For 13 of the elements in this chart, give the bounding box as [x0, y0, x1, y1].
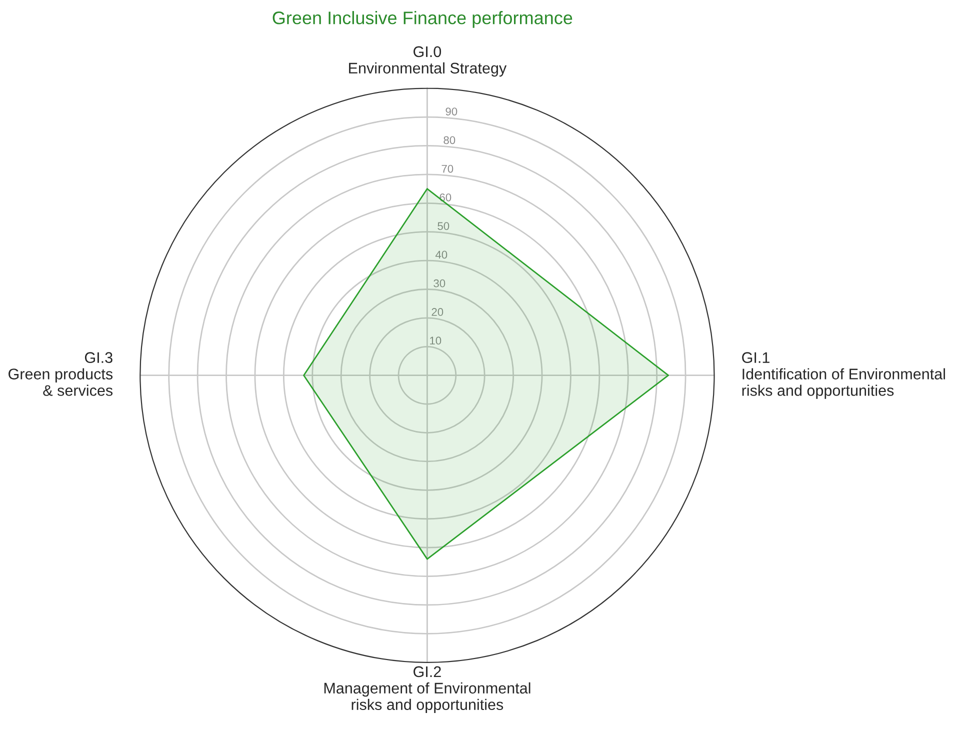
- y-tick-label: 90: [446, 108, 458, 116]
- chart-title: Green Inclusive Finance performance: [272, 11, 572, 28]
- y-tick-label: 70: [442, 164, 454, 173]
- spoke-label: GI.3 Green products & services: [8, 352, 113, 396]
- spoke-label: GI.0 Environmental Strategy: [349, 46, 507, 77]
- y-tick-label: 30: [434, 279, 446, 288]
- y-tick-label: 10: [430, 336, 442, 345]
- y-tick-label: 40: [435, 250, 448, 259]
- y-tick-label: 20: [432, 308, 444, 316]
- spoke-label: GI.2 Management of Environmental risks and opportunities: [324, 666, 530, 714]
- y-tick-label: 50: [438, 222, 450, 230]
- spoke-label: GI.1 Identification of Environmental risks and opportunities: [742, 352, 945, 399]
- y-tick-label: 80: [444, 136, 456, 144]
